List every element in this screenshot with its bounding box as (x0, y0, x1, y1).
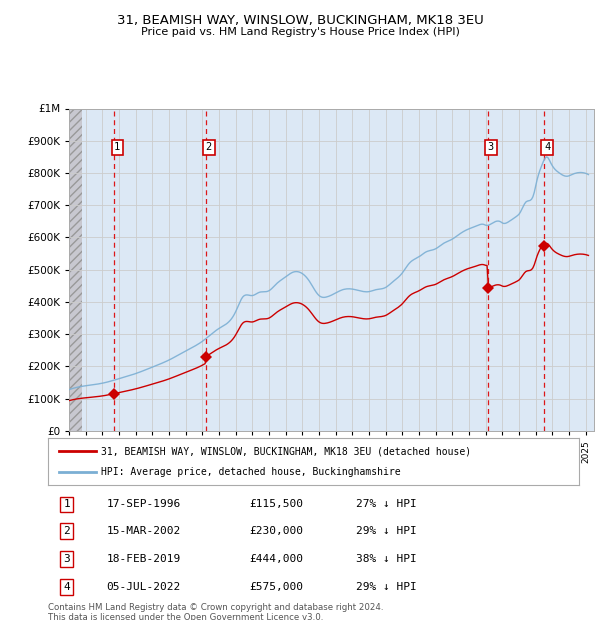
Text: £444,000: £444,000 (250, 554, 304, 564)
Text: Contains HM Land Registry data © Crown copyright and database right 2024.
This d: Contains HM Land Registry data © Crown c… (48, 603, 383, 620)
Text: 27% ↓ HPI: 27% ↓ HPI (356, 499, 417, 509)
Text: £115,500: £115,500 (250, 499, 304, 509)
Text: 3: 3 (63, 554, 70, 564)
Text: 17-SEP-1996: 17-SEP-1996 (106, 499, 181, 509)
Text: HPI: Average price, detached house, Buckinghamshire: HPI: Average price, detached house, Buck… (101, 467, 401, 477)
Text: 29% ↓ HPI: 29% ↓ HPI (356, 526, 417, 536)
Text: 05-JUL-2022: 05-JUL-2022 (106, 582, 181, 592)
Text: 4: 4 (63, 582, 70, 592)
Text: 15-MAR-2002: 15-MAR-2002 (106, 526, 181, 536)
Text: 38% ↓ HPI: 38% ↓ HPI (356, 554, 417, 564)
Text: 1: 1 (114, 142, 121, 152)
Text: 2: 2 (63, 526, 70, 536)
Text: Price paid vs. HM Land Registry's House Price Index (HPI): Price paid vs. HM Land Registry's House … (140, 27, 460, 37)
Text: 4: 4 (544, 142, 550, 152)
Bar (69, 108, 82, 431)
Text: 18-FEB-2019: 18-FEB-2019 (106, 554, 181, 564)
Text: 3: 3 (488, 142, 494, 152)
Text: 2: 2 (206, 142, 212, 152)
Text: £575,000: £575,000 (250, 582, 304, 592)
Text: 1: 1 (63, 499, 70, 509)
Text: 31, BEAMISH WAY, WINSLOW, BUCKINGHAM, MK18 3EU (detached house): 31, BEAMISH WAY, WINSLOW, BUCKINGHAM, MK… (101, 446, 471, 456)
Text: £230,000: £230,000 (250, 526, 304, 536)
Text: 31, BEAMISH WAY, WINSLOW, BUCKINGHAM, MK18 3EU: 31, BEAMISH WAY, WINSLOW, BUCKINGHAM, MK… (116, 14, 484, 27)
Text: 29% ↓ HPI: 29% ↓ HPI (356, 582, 417, 592)
